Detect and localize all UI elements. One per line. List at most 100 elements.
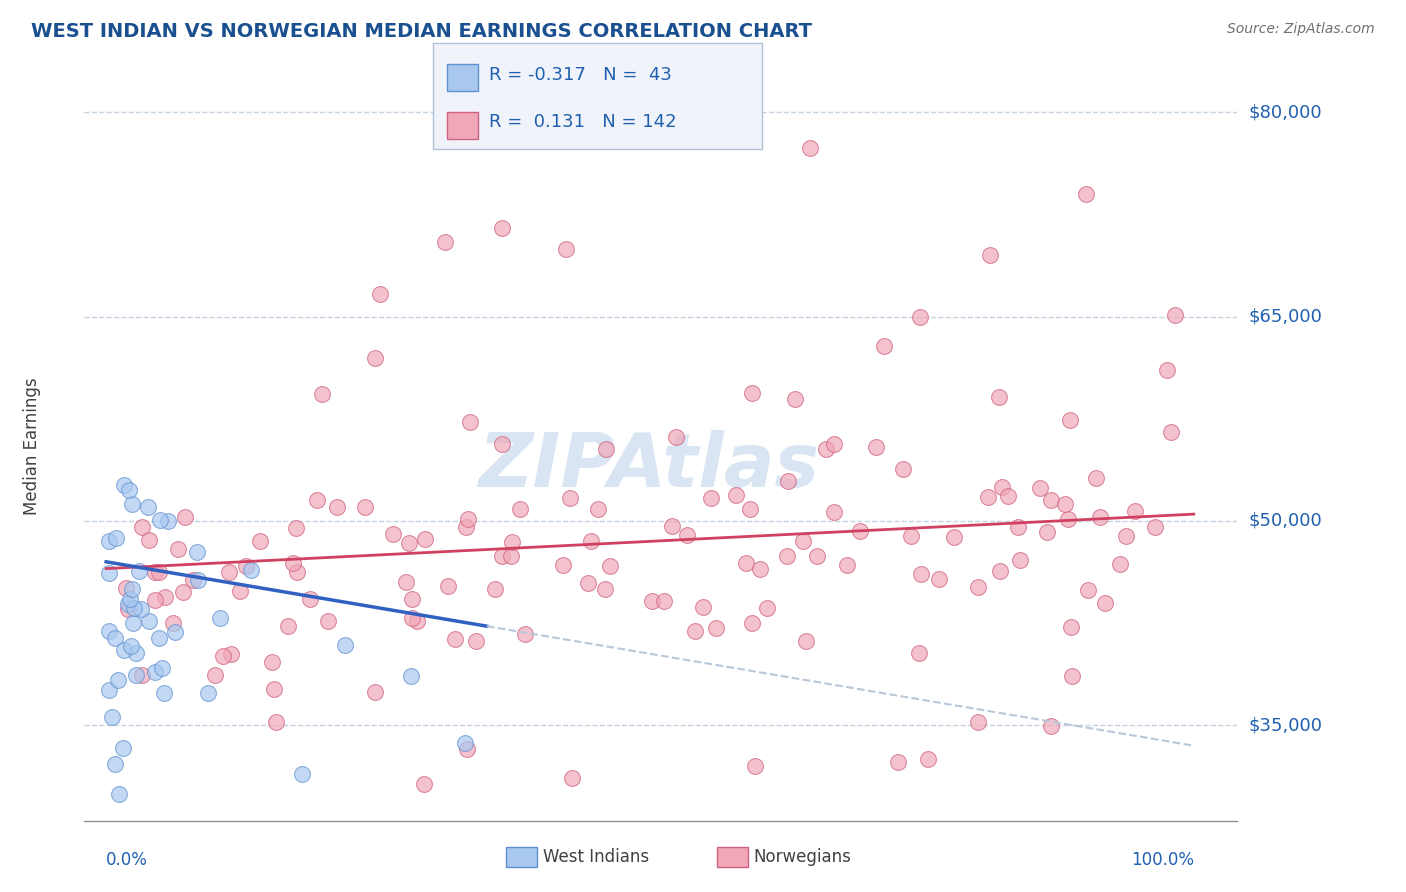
Point	[107, 673, 129, 688]
Point	[1008, 553, 1031, 567]
Point	[117, 597, 139, 611]
Text: West Indians: West Indians	[543, 848, 648, 866]
Point	[776, 549, 799, 564]
Point	[1164, 308, 1187, 322]
Point	[891, 461, 914, 475]
Point	[125, 668, 148, 682]
Point	[865, 440, 887, 454]
Point	[364, 685, 387, 699]
Point	[98, 682, 121, 697]
Point	[458, 415, 481, 429]
Point	[491, 549, 513, 564]
Point	[910, 567, 932, 582]
Point	[121, 615, 143, 630]
Point	[131, 668, 153, 682]
Point	[692, 599, 714, 614]
Point	[665, 430, 688, 444]
Point	[457, 511, 479, 525]
Point	[835, 558, 858, 572]
Point	[454, 736, 477, 750]
Point	[1036, 525, 1059, 540]
Point	[316, 614, 339, 628]
Point	[381, 527, 404, 541]
Point	[491, 221, 513, 235]
Point	[1074, 187, 1097, 202]
Point	[1040, 719, 1063, 733]
Point	[311, 387, 333, 401]
Point	[1060, 669, 1083, 683]
Point	[599, 558, 621, 573]
Point	[157, 514, 180, 528]
Point	[977, 490, 1000, 504]
Text: $35,000: $35,000	[1249, 716, 1323, 734]
Point	[281, 556, 304, 570]
Text: WEST INDIAN VS NORWEGIAN MEDIAN EARNINGS CORRELATION CHART: WEST INDIAN VS NORWEGIAN MEDIAN EARNINGS…	[31, 22, 811, 41]
Point	[749, 562, 772, 576]
Point	[593, 582, 616, 596]
Point	[988, 565, 1011, 579]
Point	[307, 493, 329, 508]
Point	[112, 741, 135, 756]
Point	[212, 648, 235, 663]
Point	[108, 787, 131, 801]
Point	[685, 624, 707, 639]
Point	[162, 616, 184, 631]
Point	[277, 619, 299, 633]
Point	[148, 631, 170, 645]
Point	[848, 524, 870, 539]
Point	[967, 580, 990, 594]
Point	[148, 565, 170, 579]
Point	[138, 533, 160, 547]
Point	[652, 594, 675, 608]
Point	[114, 581, 136, 595]
Point	[98, 624, 121, 638]
Point	[143, 665, 166, 679]
Point	[887, 755, 910, 769]
Point	[979, 248, 1001, 262]
Point	[1108, 558, 1130, 572]
Point	[1085, 471, 1108, 485]
Text: Median Earnings: Median Earnings	[22, 377, 41, 515]
Point	[152, 686, 174, 700]
Point	[395, 575, 418, 590]
Point	[167, 541, 190, 556]
Point	[744, 759, 766, 773]
Point	[153, 590, 176, 604]
Point	[561, 771, 583, 785]
Point	[872, 339, 894, 353]
Point	[138, 614, 160, 628]
Point	[943, 530, 966, 544]
Point	[794, 634, 817, 648]
Point	[124, 646, 146, 660]
Point	[641, 594, 664, 608]
Point	[209, 611, 232, 625]
Point	[907, 646, 929, 660]
Point	[128, 565, 150, 579]
Point	[513, 626, 536, 640]
Text: $65,000: $65,000	[1249, 308, 1322, 326]
Point	[406, 614, 429, 628]
Point	[814, 442, 837, 456]
Point	[987, 390, 1010, 404]
Point	[433, 235, 456, 249]
Point	[1115, 529, 1137, 543]
Point	[700, 491, 723, 505]
Point	[917, 752, 939, 766]
Point	[499, 549, 522, 563]
Point	[415, 533, 437, 547]
Point	[98, 566, 121, 581]
Point	[240, 563, 263, 577]
Point	[738, 502, 761, 516]
Point	[136, 500, 159, 515]
Point	[150, 661, 173, 675]
Point	[285, 521, 308, 535]
Point	[266, 714, 288, 729]
Point	[437, 579, 460, 593]
Point	[105, 531, 128, 545]
Point	[165, 625, 187, 640]
Point	[401, 591, 423, 606]
Point	[1156, 363, 1178, 377]
Point	[129, 601, 152, 615]
Point	[799, 141, 821, 155]
Point	[586, 502, 609, 516]
